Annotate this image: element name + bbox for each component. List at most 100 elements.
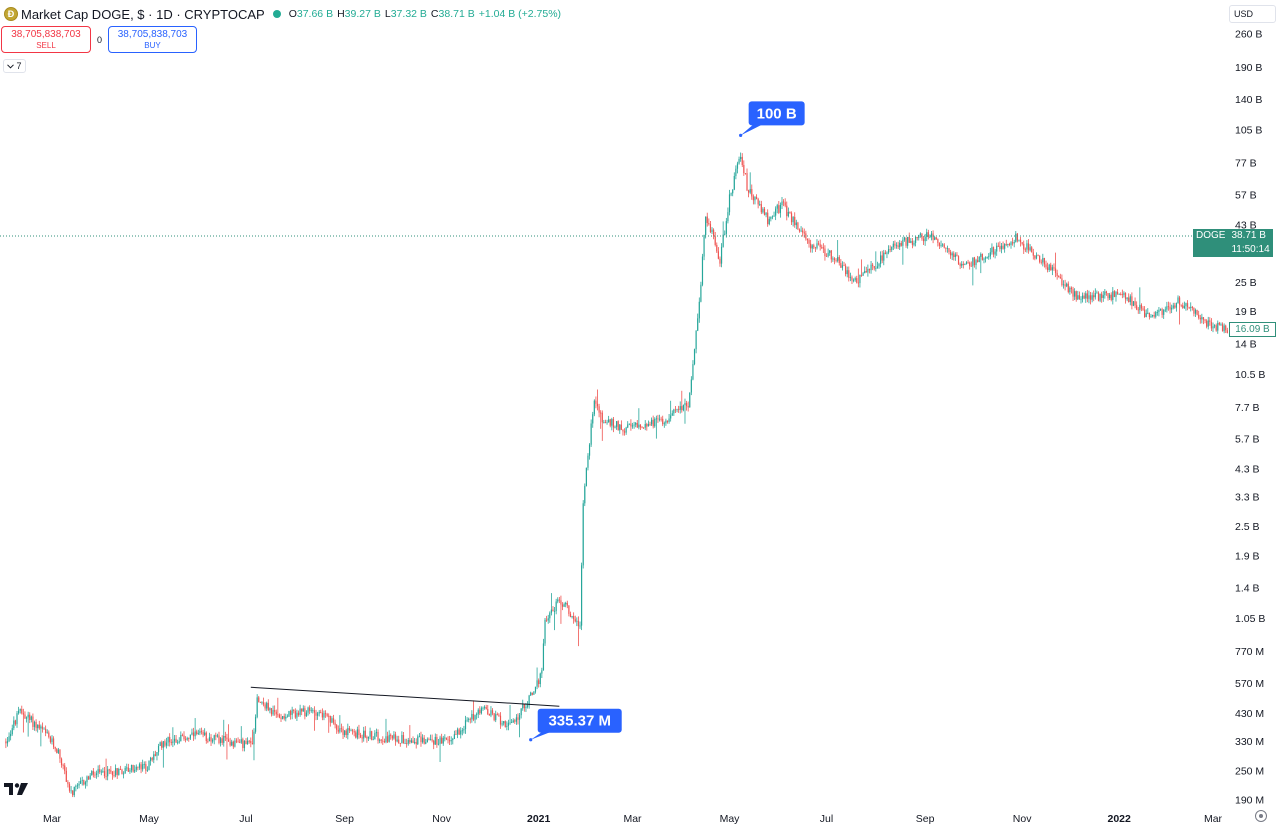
candle-body [806, 238, 809, 241]
current-price-tag[interactable]: DOGE 38.71 B 11:50:14 [1193, 229, 1273, 257]
candle-body [697, 318, 699, 331]
candle-body [1163, 310, 1165, 315]
y-tick-label: 43 B [1235, 219, 1257, 231]
y-tick-label: 14 B [1235, 338, 1257, 350]
sell-button[interactable]: 38,705,838,703 SELL [1, 26, 91, 53]
candle-body [676, 409, 678, 410]
candle-body [92, 771, 94, 775]
y-tick-label: 4.3 B [1235, 464, 1260, 476]
candle-body [356, 729, 358, 738]
buy-button[interactable]: 38,705,838,703 BUY [108, 26, 197, 53]
candle-body [115, 768, 117, 776]
candle-body [744, 173, 747, 174]
candle-body [1000, 245, 1003, 250]
candle-body [1183, 306, 1185, 308]
candle-body [978, 256, 980, 263]
y-tick-label: 190 M [1235, 795, 1264, 807]
candle-body [1013, 242, 1015, 244]
candle-body [80, 780, 82, 784]
candle-body [973, 257, 976, 266]
candle-body [679, 406, 681, 410]
currency-selector[interactable]: USD [1229, 5, 1276, 23]
candle-body [740, 156, 742, 159]
close-value: 38.71 B [438, 8, 475, 20]
candle-body [678, 409, 680, 410]
indicators-toggle-button[interactable]: 7 [3, 59, 26, 73]
candle-body [59, 749, 61, 759]
candle-body [75, 785, 77, 787]
candle-body [671, 413, 673, 416]
candle-body [1177, 297, 1179, 304]
candle-body [926, 232, 928, 237]
candle-body [337, 729, 339, 732]
change-value: +1.04 B (+2.75%) [478, 8, 562, 20]
candle-body [45, 728, 47, 733]
y-tick-label: 105 B [1235, 125, 1262, 137]
tradingview-logo-icon[interactable] [4, 781, 30, 797]
candle-body [239, 741, 241, 743]
candle-body [76, 785, 79, 787]
candle-body [1032, 252, 1034, 256]
candle-body [566, 602, 568, 606]
candle-body [698, 301, 700, 319]
candle-body [229, 741, 231, 746]
candle-body [840, 263, 842, 268]
candle-body [254, 717, 257, 732]
candle-body [919, 233, 921, 235]
market-status-icon[interactable] [272, 10, 281, 18]
candle-body [218, 735, 220, 743]
candle-body [1037, 255, 1039, 257]
candle-body [51, 738, 53, 742]
candle-body [331, 718, 333, 723]
candle-body [46, 732, 48, 734]
candle-body [870, 264, 872, 271]
candle-body [102, 771, 104, 772]
x-tick-label: Jul [239, 813, 252, 825]
candle-body [652, 419, 654, 427]
candle-body [205, 732, 207, 742]
x-tick-label: Mar [623, 813, 642, 825]
candle-body [1116, 291, 1119, 295]
candle-body [172, 741, 174, 744]
candle-body [841, 265, 844, 268]
x-tick-label: 2022 [1107, 813, 1131, 825]
price-callout[interactable]: 335.37 M [529, 708, 622, 742]
candle-body [695, 330, 697, 350]
secondary-price-tag[interactable]: 16.09 B [1229, 322, 1276, 337]
candle-body [297, 712, 300, 715]
candle-body [1072, 289, 1074, 297]
chart-settings-icon[interactable] [1255, 810, 1267, 822]
candle-body [940, 245, 942, 246]
symbol-title[interactable]: Market Cap DOGE, $ · 1D · CRYPTOCAP [21, 6, 265, 22]
candle-body [100, 771, 102, 773]
candle-body [483, 706, 486, 708]
candle-body [846, 270, 848, 275]
high-value: 39.27 B [344, 8, 381, 20]
candle-body [1161, 309, 1163, 315]
candle-body [162, 741, 164, 748]
candle-body [631, 425, 634, 427]
candle-body [72, 790, 74, 796]
candle-body [797, 222, 799, 230]
price-axis[interactable]: 260 B 190 B 140 B 105 B 77 B 57 B 43 B 25 B 19 B… [1235, 29, 1265, 807]
callout-pointer [530, 730, 554, 740]
candle-body [170, 742, 172, 744]
candle-body [97, 769, 99, 774]
candle-body [881, 255, 883, 261]
trend-line-drawing[interactable] [250, 686, 560, 707]
candle-body [498, 714, 500, 716]
time-axis[interactable]: Mar May Jul Sep Nov 2021 Mar May Jul Sep Nov 2022 Ma… [43, 813, 1223, 825]
candle-body [967, 262, 969, 264]
candle-body [518, 715, 521, 720]
candle-body [825, 256, 828, 257]
candle-body [859, 274, 861, 284]
candle-body [420, 736, 422, 743]
candle-body [588, 444, 591, 456]
candle-body [476, 714, 478, 716]
candle-body [703, 234, 705, 257]
candle-body [237, 741, 239, 743]
candle-body [657, 418, 659, 420]
price-callout[interactable]: 100 B [739, 101, 805, 137]
candle-body [673, 409, 675, 414]
